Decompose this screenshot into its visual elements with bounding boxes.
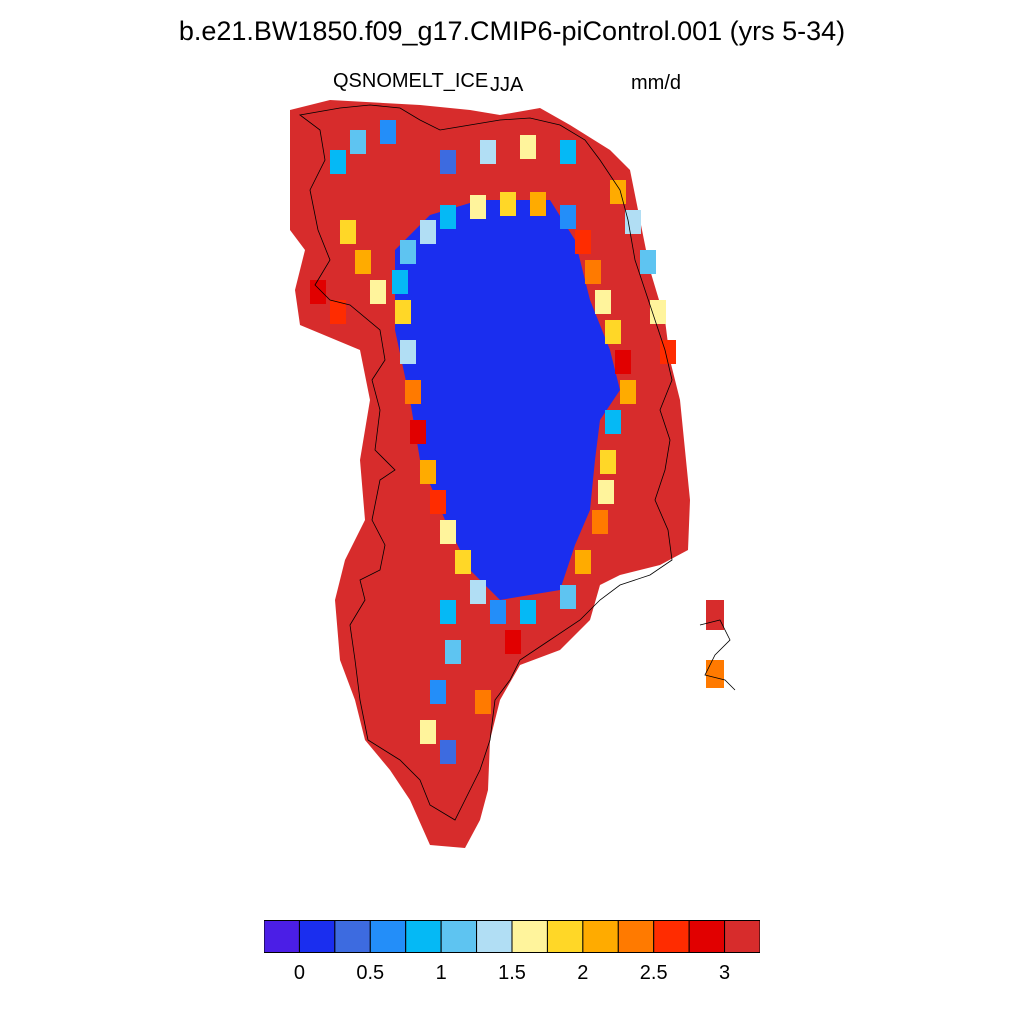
map-cell bbox=[585, 260, 601, 284]
colorbar-swatch bbox=[298, 920, 336, 953]
coastline-east-islands bbox=[699, 619, 736, 691]
map-cell bbox=[560, 140, 576, 164]
colorbar-swatch bbox=[334, 920, 371, 953]
map-cell bbox=[560, 585, 576, 609]
colorbar-swatch bbox=[440, 920, 478, 953]
colorbar-swatch bbox=[582, 920, 619, 953]
map-cell bbox=[340, 220, 356, 244]
map-cell bbox=[455, 550, 471, 574]
map-cell bbox=[350, 130, 366, 154]
map-cell bbox=[395, 300, 411, 324]
map-cell bbox=[500, 192, 516, 216]
map-cell bbox=[505, 630, 521, 654]
map-cell bbox=[400, 240, 416, 264]
map-cell bbox=[605, 410, 621, 434]
map-cell bbox=[355, 250, 371, 274]
map-cell bbox=[380, 120, 396, 144]
colorbar-tick-label: 2 bbox=[577, 962, 589, 984]
map-cell bbox=[430, 680, 446, 704]
map-cell bbox=[420, 460, 436, 484]
colorbar-swatch bbox=[476, 920, 513, 953]
map-cell bbox=[575, 550, 591, 574]
map-cell bbox=[620, 380, 636, 404]
variable-label: QSNOMELT_ICE bbox=[333, 70, 489, 92]
map-cell bbox=[592, 510, 608, 534]
map-cell bbox=[410, 420, 426, 444]
map-cell bbox=[445, 640, 461, 664]
colorbar-tick-label: 0 bbox=[293, 962, 305, 984]
colorbar-swatch bbox=[653, 920, 690, 953]
map-cell bbox=[560, 205, 576, 229]
units-label: mm/d bbox=[631, 72, 681, 94]
map-cell bbox=[595, 290, 611, 314]
transition-ring bbox=[310, 120, 676, 764]
colorbar-swatch bbox=[511, 920, 548, 953]
colorbar-swatch bbox=[724, 920, 760, 953]
map-cell bbox=[475, 690, 491, 714]
map-cell bbox=[470, 195, 486, 219]
map-cell bbox=[430, 490, 446, 514]
colorbar-swatch bbox=[688, 920, 726, 953]
map-cell bbox=[615, 350, 631, 374]
map-cell bbox=[440, 740, 456, 764]
map-cell bbox=[420, 720, 436, 744]
map-cell bbox=[480, 140, 496, 164]
map-cell bbox=[370, 280, 386, 304]
map-cell bbox=[440, 520, 456, 544]
colorbar-tick-label: 2.5 bbox=[639, 962, 668, 984]
map-cell bbox=[640, 250, 656, 274]
map-cell bbox=[530, 192, 546, 216]
colorbar-tick-label: 3 bbox=[719, 962, 731, 984]
map-cell bbox=[610, 180, 626, 204]
island-east-1 bbox=[706, 600, 724, 630]
map-cell bbox=[598, 480, 614, 504]
map-cell bbox=[405, 380, 421, 404]
season-label: JJA bbox=[490, 74, 524, 96]
colorbar-tick-label: 1 bbox=[435, 962, 447, 984]
map-cell bbox=[470, 580, 486, 604]
map-cell bbox=[420, 220, 436, 244]
map-cell bbox=[490, 600, 506, 624]
map-cell bbox=[625, 210, 641, 234]
map-cell bbox=[520, 135, 536, 159]
colorbar-swatch bbox=[617, 920, 655, 953]
map-cell bbox=[440, 150, 456, 174]
plot-title: b.e21.BW1850.f09_g17.CMIP6-piControl.001… bbox=[178, 16, 846, 46]
map-cell bbox=[400, 340, 416, 364]
map-cell bbox=[520, 600, 536, 624]
colorbar-swatch bbox=[546, 920, 584, 953]
map-cell bbox=[330, 150, 346, 174]
map-cell bbox=[392, 270, 408, 294]
island-east-2 bbox=[706, 660, 724, 688]
map-cell bbox=[330, 300, 346, 324]
colorbar-tick-label: 1.5 bbox=[498, 962, 526, 984]
map-cell bbox=[600, 450, 616, 474]
interior-region bbox=[395, 200, 620, 600]
map-cell bbox=[575, 230, 591, 254]
map-cell bbox=[310, 280, 326, 304]
colorbar-swatch bbox=[264, 920, 300, 953]
map-cell bbox=[605, 320, 621, 344]
colorbar bbox=[264, 920, 760, 953]
colorbar-tick-label: 0.5 bbox=[356, 962, 385, 984]
colorbar-swatch bbox=[369, 920, 407, 953]
colorbar-swatch bbox=[405, 920, 442, 953]
map-cell bbox=[440, 600, 456, 624]
map-cell bbox=[660, 340, 676, 364]
coastline bbox=[299, 104, 673, 821]
map-cell bbox=[440, 205, 456, 229]
